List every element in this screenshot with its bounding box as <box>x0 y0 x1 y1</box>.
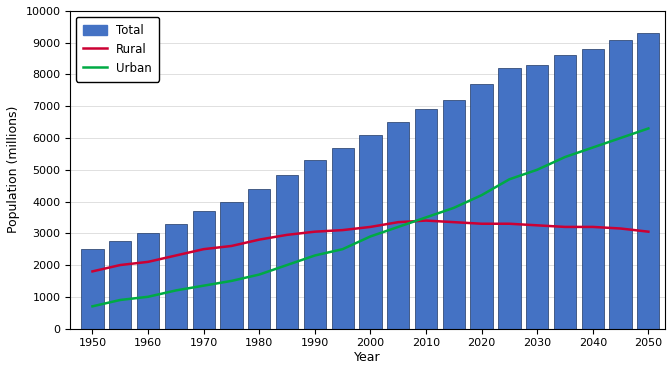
Urban <box>200 283 208 288</box>
Line: Rural: Rural <box>93 221 648 271</box>
Bar <box>137 233 159 329</box>
Bar <box>165 224 187 329</box>
Urban <box>589 145 597 150</box>
Bar <box>276 174 298 329</box>
Urban <box>339 247 347 252</box>
Bar <box>582 49 604 329</box>
Rural <box>366 225 374 229</box>
Urban <box>310 253 319 258</box>
Rural <box>644 229 653 234</box>
Bar <box>610 40 632 329</box>
Urban <box>227 279 235 283</box>
Bar <box>526 65 548 329</box>
Rural <box>116 263 124 267</box>
Bar <box>109 241 131 329</box>
Rural <box>89 269 97 273</box>
X-axis label: Year: Year <box>354 351 381 364</box>
Rural <box>450 220 458 224</box>
Rural <box>589 225 597 229</box>
Rural <box>339 228 347 232</box>
Urban <box>505 177 513 181</box>
Bar <box>387 122 409 329</box>
Rural <box>144 260 152 264</box>
Urban <box>255 272 263 277</box>
Bar <box>81 249 103 329</box>
Y-axis label: Population (millions): Population (millions) <box>7 106 20 233</box>
Rural <box>255 237 263 242</box>
Rural <box>394 220 403 224</box>
Bar <box>304 160 326 329</box>
Bar <box>331 148 353 329</box>
Rural <box>200 247 208 252</box>
Bar <box>554 55 576 329</box>
Urban <box>116 298 124 302</box>
Urban <box>644 126 653 131</box>
Rural <box>478 221 486 226</box>
Urban <box>172 288 180 293</box>
Bar <box>470 84 493 329</box>
Urban <box>283 263 291 267</box>
Urban <box>89 304 97 309</box>
Urban <box>561 155 569 159</box>
Bar <box>637 33 659 329</box>
Rural <box>505 221 513 226</box>
Urban <box>422 215 430 220</box>
Rural <box>533 223 541 227</box>
Bar <box>192 211 215 329</box>
Line: Urban: Urban <box>93 128 648 306</box>
Rural <box>172 253 180 258</box>
Bar <box>498 68 521 329</box>
Urban <box>144 295 152 299</box>
Urban <box>394 225 403 229</box>
Urban <box>616 136 624 140</box>
Urban <box>366 234 374 239</box>
Rural <box>616 226 624 231</box>
Urban <box>533 168 541 172</box>
Bar <box>248 189 270 329</box>
Legend: Total, Rural, Urban: Total, Rural, Urban <box>76 17 159 82</box>
Rural <box>422 219 430 223</box>
Rural <box>310 229 319 234</box>
Urban <box>450 206 458 210</box>
Rural <box>227 244 235 248</box>
Bar <box>360 135 382 329</box>
Bar <box>443 100 465 329</box>
Urban <box>478 193 486 197</box>
Bar <box>220 201 243 329</box>
Rural <box>283 233 291 237</box>
Bar <box>415 109 437 329</box>
Rural <box>561 225 569 229</box>
